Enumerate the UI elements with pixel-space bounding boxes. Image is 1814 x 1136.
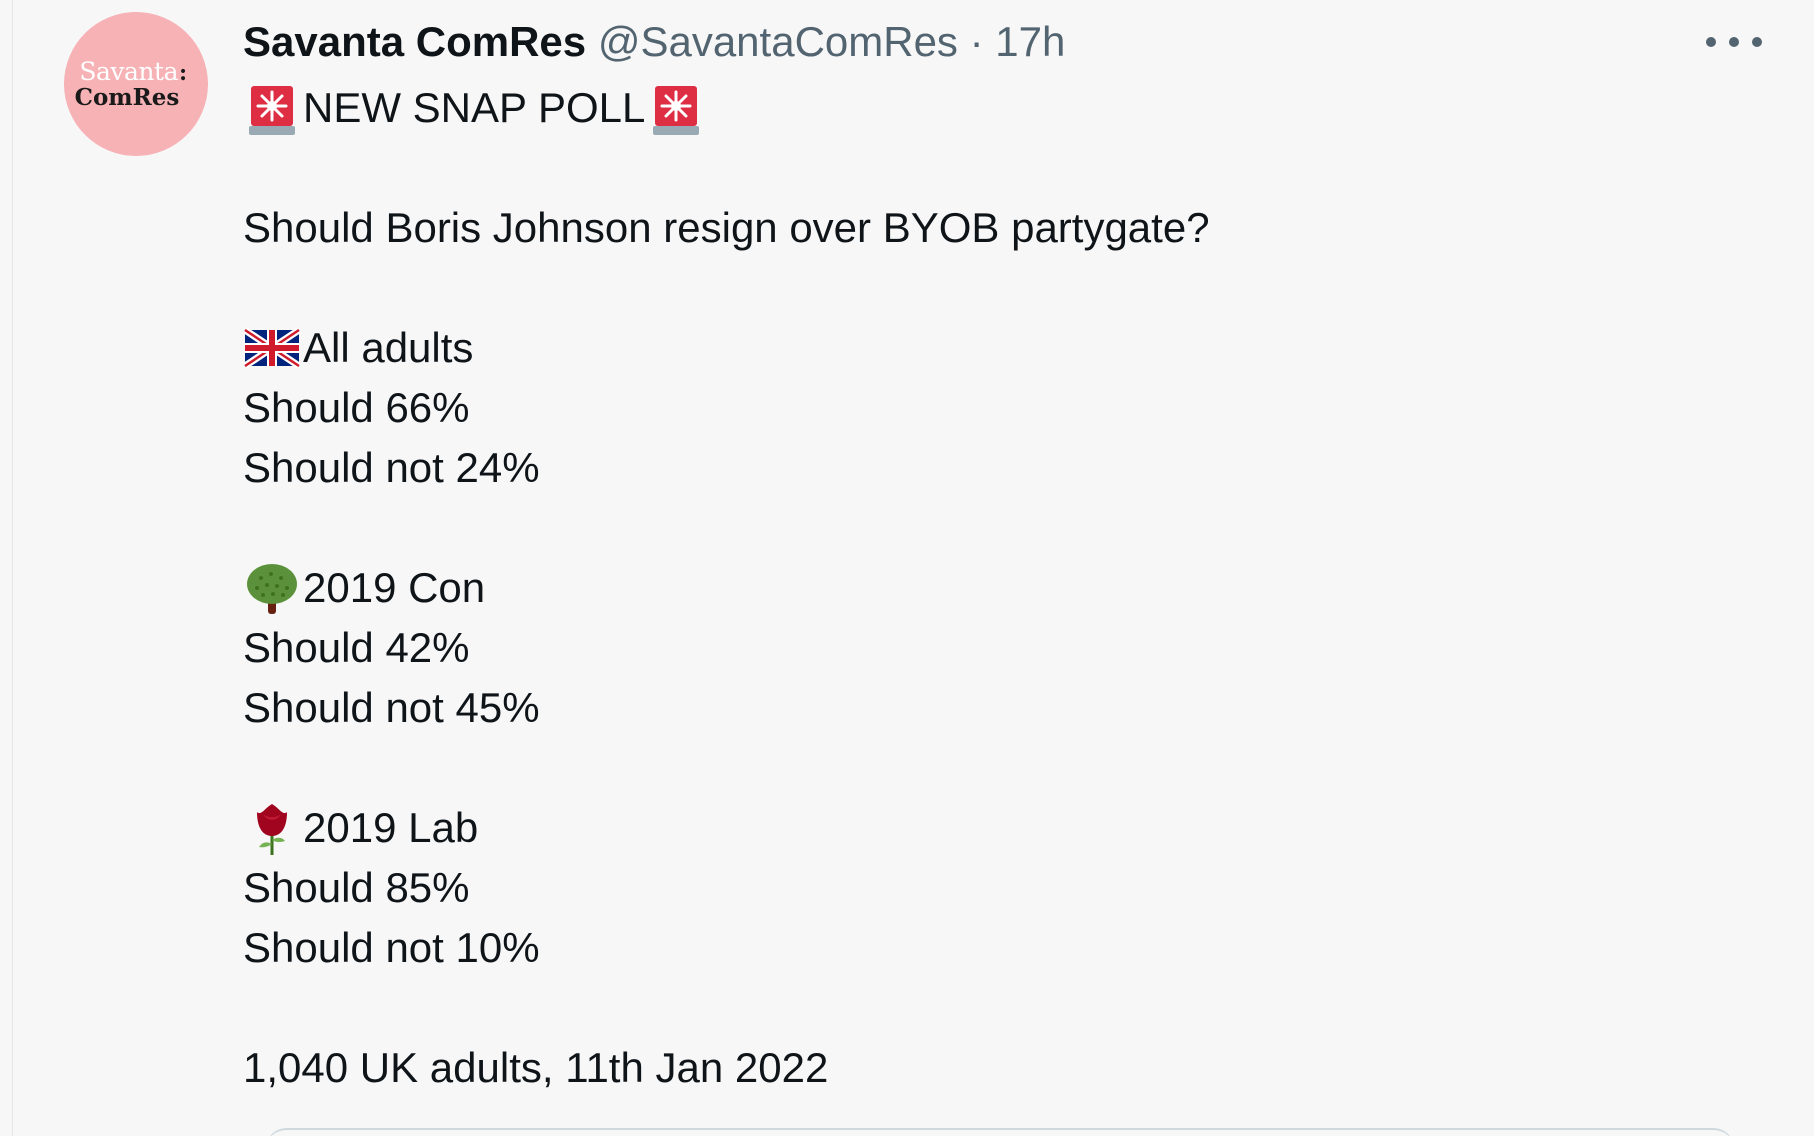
rotating-light-icon (249, 86, 295, 135)
rose-icon (257, 804, 287, 855)
poll-question: Should Boris Johnson resign over BYOB pa… (243, 204, 1210, 251)
deciduous-tree-icon (247, 564, 297, 614)
headline-text: NEW SNAP POLL (303, 84, 646, 131)
more-horizontal-icon[interactable] (1706, 18, 1762, 66)
tweet-text: NEW SNAP POLL Should Boris Johnson resig… (243, 78, 1743, 1098)
result-should-not: Should not 10% (243, 924, 540, 971)
group-label-2019-con: 2019 Con (243, 558, 1743, 618)
group-label-all-adults: All adults (243, 318, 1743, 378)
result-should: Should 85% (243, 864, 470, 911)
result-should-not: Should not 24% (243, 444, 540, 491)
group-label-2019-lab: 2019 Lab (243, 798, 1743, 858)
tweet-header: Savanta ComRes @SavantaComRes · 17h (243, 16, 1065, 68)
media-card-border (265, 1128, 1735, 1136)
result-should-not: Should not 45% (243, 684, 540, 731)
avatar-logo-subtext: ComRes (74, 84, 180, 111)
avatar-logo-text: Savanta: (79, 57, 187, 86)
uk-flag-icon (243, 327, 301, 369)
meta-separator: · (969, 18, 984, 65)
headline-line: NEW SNAP POLL (243, 78, 1743, 138)
rotating-light-icon (653, 86, 700, 135)
timeline-border (12, 0, 13, 1136)
result-should: Should 66% (243, 384, 470, 431)
tweet-timestamp[interactable]: 17h (995, 18, 1066, 65)
poll-sample-note: 1,040 UK adults, 11th Jan 2022 (243, 1044, 829, 1091)
result-should: Should 42% (243, 624, 470, 671)
author-name[interactable]: Savanta ComRes (243, 18, 587, 65)
avatar[interactable]: Savanta: ComRes (64, 12, 208, 156)
author-handle[interactable]: @SavantaComRes (597, 18, 958, 65)
